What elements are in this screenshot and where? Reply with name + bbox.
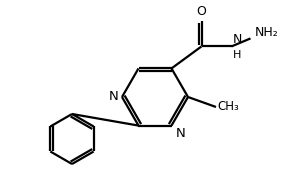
Text: H: H (233, 50, 241, 60)
Text: N: N (108, 90, 118, 104)
Text: O: O (197, 5, 206, 18)
Text: N: N (233, 33, 242, 46)
Text: CH₃: CH₃ (217, 100, 239, 113)
Text: N: N (175, 126, 185, 139)
Text: NH₂: NH₂ (254, 26, 278, 39)
